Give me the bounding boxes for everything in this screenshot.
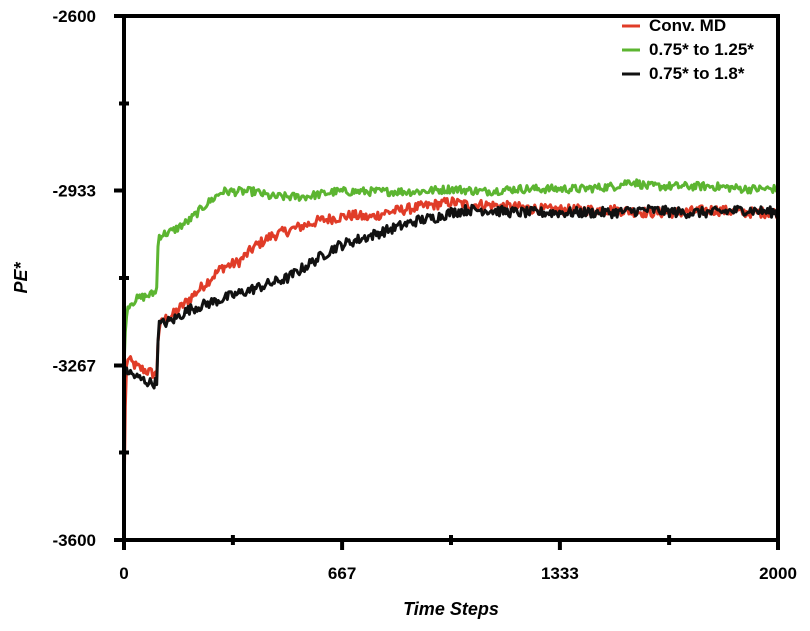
series-layer (122, 178, 780, 504)
x-tick-label: 667 (328, 564, 356, 583)
y-tick-label: -3267 (53, 357, 96, 376)
legend-label: Conv. MD (649, 16, 726, 35)
series-line-2 (122, 178, 780, 368)
x-tick-label: 1333 (541, 564, 579, 583)
y-tick-label: -2600 (53, 7, 96, 26)
legend: Conv. MD 0.75* to 1.25* 0.75* to 1.8* (622, 16, 754, 83)
legend-label: 0.75* to 1.8* (649, 64, 745, 83)
y-tick-label: -2933 (53, 181, 96, 200)
series-line-1 (122, 196, 780, 504)
tick-labels: 0 667 1333 2000 -3600 -3267 -2933 -2600 (53, 7, 797, 583)
x-tick-label: 0 (119, 564, 128, 583)
ticks-layer (114, 14, 780, 550)
plot-frame (122, 14, 780, 542)
y-axis-title: PE* (11, 262, 31, 294)
x-tick-label: 2000 (759, 564, 797, 583)
legend-label: 0.75* to 1.25* (649, 40, 754, 59)
y-tick-label: -3600 (53, 531, 96, 550)
series-line-3 (122, 203, 780, 390)
x-axis-title: Time Steps (403, 599, 499, 619)
